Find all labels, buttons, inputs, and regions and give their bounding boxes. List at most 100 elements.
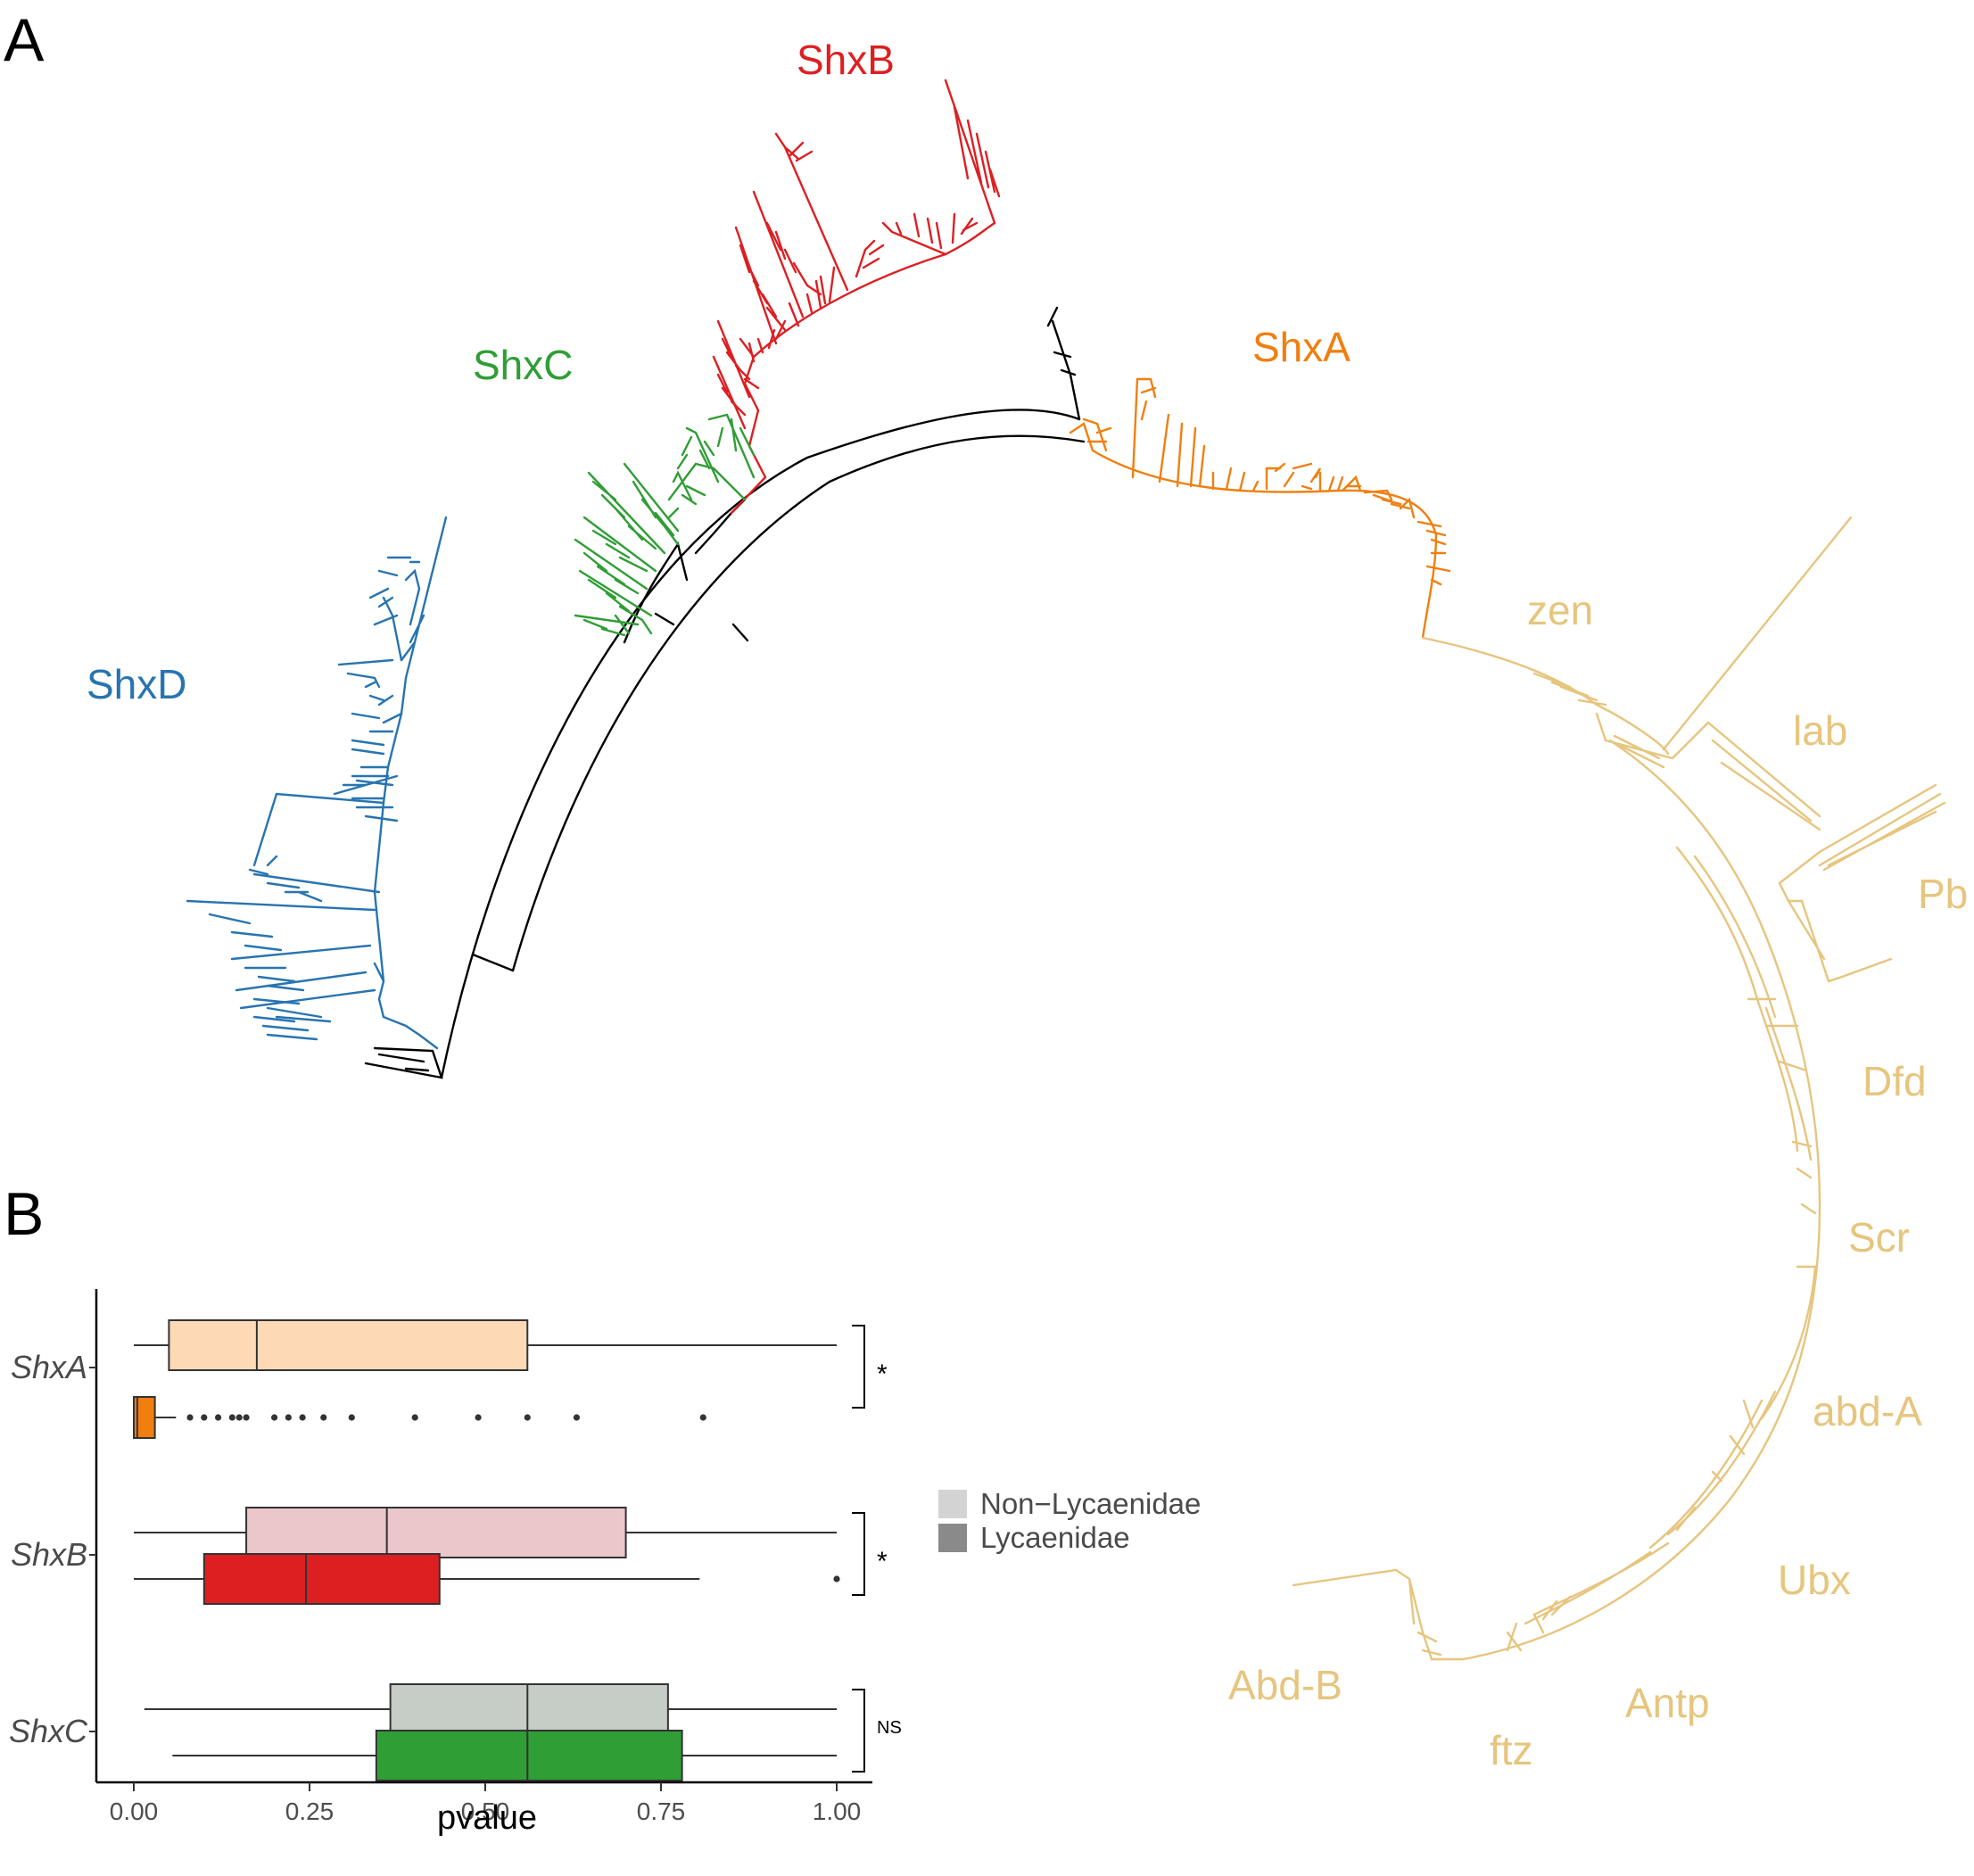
hox-label-ftz: ftz <box>1490 1727 1533 1773</box>
shxc-tip-4 <box>623 462 680 546</box>
x-axis-ticks: 0.00 0.25 0.50 0.75 1.00 <box>110 1782 862 1825</box>
hox-label-zen: zen <box>1527 587 1593 633</box>
shxb-tip-3 <box>774 132 849 292</box>
hox-ftz-tips <box>1506 1613 1545 1652</box>
hox-label-ubx: Ubx <box>1778 1557 1851 1603</box>
hox-inner-arc-2 <box>1755 997 1813 1161</box>
pvalue-boxplot: 0.00 0.25 0.50 0.75 1.00 ShxA ShxB ShxC * * NS p… <box>9 1289 902 1837</box>
hox-label-scr: Scr <box>1848 1214 1910 1260</box>
shxd-tip-5 <box>351 694 394 756</box>
shxb-tip-4 <box>855 239 885 278</box>
box-outlier-point <box>228 1414 235 1421</box>
box-outlier-point <box>699 1414 706 1421</box>
shxa-tip-4 <box>1211 467 1260 492</box>
hox-dfd-tips <box>1747 997 1808 1072</box>
box-outlier-point <box>299 1414 306 1421</box>
box-iqr <box>133 1396 156 1439</box>
clade-label-shxd: ShxD <box>87 661 186 707</box>
hox-scr-tips <box>1791 1140 1817 1269</box>
x-tick-label: 0.75 <box>637 1797 686 1825</box>
hox-outgroup-branches <box>1292 516 1946 1661</box>
box-outlier-point <box>524 1414 531 1421</box>
hox-lab-long <box>1662 516 1853 751</box>
x-tick-label: 1.00 <box>813 1797 862 1825</box>
x-axis-title: pvalue <box>437 1799 537 1837</box>
shxc-tip-7 <box>574 538 648 595</box>
clade-shxd-branches <box>186 516 448 1050</box>
shxd-tip-13 <box>239 988 376 1041</box>
legend-label-non-lycaenidae: Non−Lycaenidae <box>980 1487 1201 1520</box>
significance-label: NS <box>877 1718 902 1738</box>
legend-swatch-non-lycaenidae <box>938 1490 967 1518</box>
hox-abda-arc <box>1648 1265 1817 1550</box>
y-tick-label: ShxB <box>11 1536 87 1573</box>
tree-backbone <box>364 306 1086 1079</box>
hox-label-pb: Pb <box>1918 871 1968 917</box>
shxa-tip-9 <box>1425 551 1451 586</box>
significance-label: * <box>877 1547 888 1576</box>
y-tick-label: ShxC <box>9 1713 88 1749</box>
box-iqr <box>202 1553 441 1605</box>
backbone-to-c <box>623 541 689 644</box>
shxd-tip-2 <box>368 587 403 662</box>
hox-antp-arc <box>1524 1541 1670 1625</box>
box-iqr <box>245 1507 627 1558</box>
legend-swatch-lycaenidae <box>938 1524 967 1552</box>
backbone-basal-d <box>377 1053 430 1072</box>
phylogenetic-tree: ShxB ShxC ShxA ShxD zen lab Pb Dfd Scr a… <box>87 37 1968 1773</box>
box-outlier-point <box>285 1414 292 1421</box>
hox-label-lab: lab <box>1793 707 1847 754</box>
shxa-tip-5 <box>1265 462 1322 491</box>
significance-brackets: * * NS <box>852 1325 902 1773</box>
shxb-tip-10 <box>712 355 747 430</box>
shxa-tip-2 <box>1131 377 1157 479</box>
hox-label-abd-b: Abd-B <box>1228 1662 1342 1708</box>
hox-main-arc <box>1461 739 1821 1661</box>
shxb-spine <box>752 221 996 359</box>
shxd-tip-1 <box>400 516 448 680</box>
shxa-stem <box>1069 422 1094 452</box>
shxb-tip-5 <box>752 190 822 318</box>
hox-zen-tips <box>1532 672 1607 707</box>
hox-abdb-clade <box>1292 1568 1465 1661</box>
clade-shxc-branches <box>574 413 756 637</box>
hox-ubx-tips <box>1675 1399 1755 1532</box>
shxc-tip-3 <box>667 470 706 519</box>
box-outlier-point <box>320 1414 327 1421</box>
clade-shxa-branches <box>1069 377 1451 640</box>
shxa-tip-3 <box>1158 413 1206 488</box>
significance-label: * <box>877 1359 888 1389</box>
boxplot-legend: Non−Lycaenidae Lycaenidae <box>938 1487 1201 1554</box>
box-outlier-point <box>214 1414 222 1421</box>
shxb-tip-6 <box>788 266 836 327</box>
shxd-tip-8 <box>248 792 385 876</box>
significance-bracket <box>852 1325 865 1409</box>
shxd-tip-11 <box>230 944 372 992</box>
shxb-tip-7 <box>734 226 787 345</box>
box-outlier-point <box>411 1414 418 1421</box>
clade-shxb-branches <box>712 79 1001 515</box>
shxc-tip-1 <box>707 413 756 479</box>
hox-lab-clade <box>1595 712 1710 769</box>
shxc-tip-2 <box>676 426 720 483</box>
backbone-to-a <box>1046 306 1081 421</box>
box-outlier-point <box>243 1414 250 1421</box>
shxa-tip-6 <box>1318 471 1362 492</box>
backbone-inner-arc <box>511 434 1086 972</box>
shxd-tip-10 <box>186 899 376 952</box>
shxc-tip-8 <box>578 569 653 635</box>
box-outlier-point <box>573 1414 581 1421</box>
box-outlier-point <box>201 1414 208 1421</box>
shxd-tip-7 <box>333 774 399 822</box>
clade-label-shxc: ShxC <box>473 342 573 388</box>
shxa-tip-10 <box>1283 471 1362 491</box>
box-outlier-point <box>186 1414 194 1421</box>
hox-label-abd-a: abd-A <box>1813 1388 1922 1434</box>
shxc-tip-5 <box>587 471 666 555</box>
backbone-join-b <box>731 623 749 642</box>
hox-pb-tips <box>1778 881 1893 983</box>
shxb-tip-9 <box>716 319 760 399</box>
shxa-tip-1 <box>1082 417 1112 452</box>
shxb-tip-8 <box>747 319 787 363</box>
shxb-tip-1 <box>944 79 1001 225</box>
